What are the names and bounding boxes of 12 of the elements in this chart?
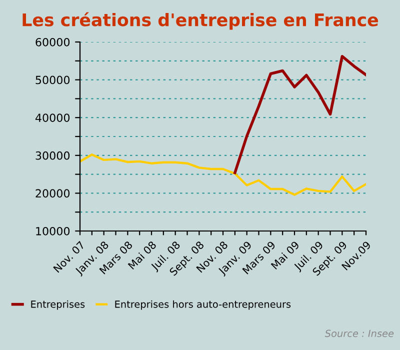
line-series — [234, 54, 366, 174]
y-tick-label: 40000 — [35, 114, 70, 122]
y-tick-label: 20000 — [36, 189, 70, 198]
y-tick-label: 30000 — [36, 151, 70, 160]
line-series — [80, 154, 366, 196]
legend-label: Entreprises — [31, 300, 85, 310]
y-tick-label: 50000 — [36, 76, 70, 84]
source-note: Source : Insee — [324, 330, 394, 338]
y-tick-label: 60000 — [36, 38, 70, 46]
legend-label: Entreprises hors auto-entrepreneurs — [115, 300, 291, 310]
y-tick-label: 10000 — [36, 226, 70, 236]
chart-title: Les créations d'entreprise en France — [22, 12, 378, 30]
